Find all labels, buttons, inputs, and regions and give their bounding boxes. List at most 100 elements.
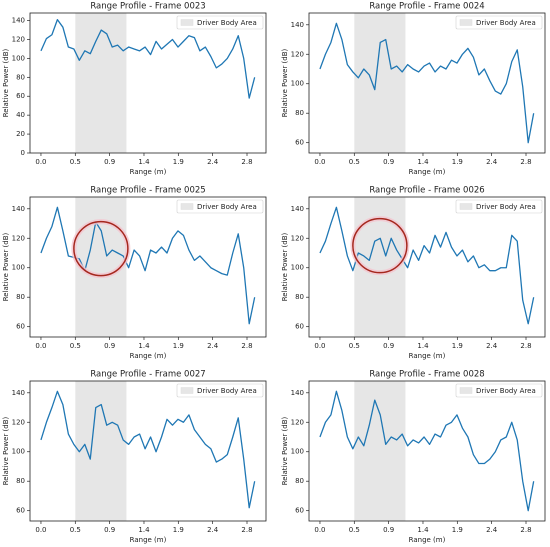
y-tick-label: 140: [12, 17, 25, 25]
x-tick-label: 0.9: [104, 158, 115, 166]
x-tick-label: 0.9: [383, 158, 394, 166]
plot-frame: [308, 196, 546, 338]
x-tick-label: 0.0: [314, 526, 325, 534]
y-tick-label: 20: [16, 130, 25, 138]
x-tick-label: 1.9: [452, 158, 463, 166]
y-tick-label: 100: [12, 264, 25, 272]
y-tick-label: 120: [291, 418, 304, 426]
x-tick-label: 2.4: [486, 158, 498, 166]
driver-body-span: [75, 381, 127, 521]
legend-swatch: [180, 387, 194, 394]
x-tick-label: 1.4: [417, 342, 429, 350]
x-tick-label: 0.5: [70, 342, 81, 350]
line: [40, 206, 256, 325]
x-tick-label: 1.4: [138, 342, 150, 350]
y-axis-label: Relative Power (dB): [281, 232, 289, 301]
y-tick-label: 120: [291, 234, 304, 242]
legend-swatch: [180, 19, 194, 26]
x-tick-label: 0.5: [349, 158, 360, 166]
x-tick-label: 1.4: [417, 158, 429, 166]
y-tick-label: 60: [295, 507, 304, 515]
x-tick-label: 1.9: [452, 342, 463, 350]
x-axis-label: Range (m): [409, 536, 446, 544]
x-tick-label: 2.4: [207, 158, 219, 166]
chart-title: Range Profile - Frame 0024: [369, 2, 484, 12]
y-tick-label: 100: [12, 448, 25, 456]
x-tick-label: 2.4: [486, 342, 498, 350]
x-tick-label: 2.8: [241, 526, 252, 534]
y-tick-label: 140: [12, 205, 25, 213]
y-tick-label: 100: [12, 54, 25, 62]
plot-frame: [29, 380, 267, 522]
x-tick-label: 0.9: [383, 342, 394, 350]
legend-box: [176, 383, 264, 398]
x-tick-label: 2.8: [520, 342, 531, 350]
y-tick-label: 140: [291, 205, 304, 213]
x-tick-label: 2.8: [520, 158, 531, 166]
y-axis-label: Relative Power (dB): [2, 48, 10, 117]
line: [319, 22, 535, 144]
x-tick-label: 2.8: [520, 526, 531, 534]
y-tick-label: 120: [12, 418, 25, 426]
x-tick-label: 1.4: [417, 526, 429, 534]
y-tick-label: 80: [16, 477, 25, 485]
legend-box: [176, 15, 264, 30]
x-tick-label: 0.9: [104, 342, 115, 350]
x-tick-label: 2.4: [207, 342, 219, 350]
x-tick-label: 1.4: [138, 526, 150, 534]
y-tick-label: 120: [12, 35, 25, 43]
x-tick-label: 1.4: [138, 158, 150, 166]
y-tick-label: 140: [12, 389, 25, 397]
legend-box: [455, 199, 543, 214]
y-tick-label: 140: [291, 389, 304, 397]
y-tick-label: 100: [291, 264, 304, 272]
legend-box: [455, 383, 543, 398]
y-axis-label: Relative Power (dB): [2, 232, 10, 301]
driver-body-span: [354, 381, 406, 521]
highlight-circle: [352, 217, 408, 274]
line: [40, 18, 256, 99]
legend-label: Driver Body Area: [197, 387, 257, 395]
line: [319, 206, 535, 325]
plot-frame: [308, 380, 546, 522]
x-axis-label: Range (m): [409, 352, 446, 360]
legend-box: [176, 199, 264, 214]
x-tick-label: 2.8: [241, 158, 252, 166]
legend-label: Driver Body Area: [476, 387, 536, 395]
line: [40, 390, 256, 509]
plot-frame: [29, 12, 267, 154]
plot-frame: [29, 196, 267, 338]
legend-label: Driver Body Area: [197, 19, 257, 27]
y-axis-label: Relative Power (dB): [281, 416, 289, 485]
legend-box: [455, 15, 543, 30]
y-axis-label: Relative Power (dB): [2, 416, 10, 485]
driver-body-span: [354, 13, 406, 153]
x-tick-label: 0.9: [104, 526, 115, 534]
x-axis-label: Range (m): [409, 168, 446, 176]
x-tick-label: 0.0: [314, 342, 325, 350]
legend-swatch: [459, 387, 473, 394]
x-tick-label: 0.5: [70, 158, 81, 166]
y-tick-label: 60: [16, 507, 25, 515]
y-tick-label: 60: [295, 323, 304, 331]
y-tick-label: 40: [16, 111, 25, 119]
y-tick-label: 80: [295, 477, 304, 485]
x-axis-label: Range (m): [130, 168, 167, 176]
x-tick-label: 0.5: [349, 342, 360, 350]
legend-label: Driver Body Area: [197, 203, 257, 211]
y-tick-label: 120: [291, 50, 304, 58]
y-tick-label: 120: [12, 234, 25, 242]
legend-swatch: [180, 203, 194, 210]
y-tick-label: 60: [295, 139, 304, 147]
y-tick-label: 80: [295, 293, 304, 301]
y-tick-label: 0: [21, 149, 25, 157]
y-tick-label: 80: [295, 109, 304, 117]
x-tick-label: 0.5: [70, 526, 81, 534]
x-tick-label: 0.9: [383, 526, 394, 534]
legend-swatch: [459, 19, 473, 26]
legend-swatch: [459, 203, 473, 210]
x-tick-label: 0.5: [349, 526, 360, 534]
x-tick-label: 2.8: [241, 342, 252, 350]
x-tick-label: 1.9: [173, 526, 184, 534]
x-tick-label: 2.4: [486, 526, 498, 534]
